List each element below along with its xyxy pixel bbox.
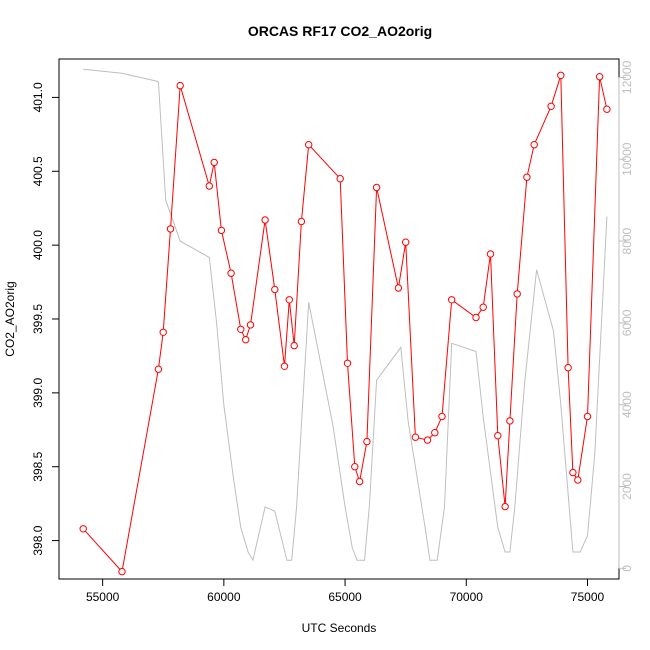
y2-tick-label: 4000 (620, 391, 634, 418)
series-1-point (423, 436, 432, 444)
series-1-point (159, 328, 167, 336)
series-1-point (411, 433, 420, 441)
series-1-point (448, 296, 456, 304)
series-1-point (574, 476, 582, 484)
y-tick-label: 399.0 (31, 378, 45, 408)
y-tick-label: 398.5 (31, 451, 45, 481)
series-1-point (523, 173, 531, 181)
series-1-point (305, 141, 313, 149)
series-1-point (336, 175, 344, 183)
x-tick-label: 55000 (86, 590, 120, 604)
series-1-point (217, 226, 226, 235)
series-1-point (118, 567, 126, 576)
series-1-point (297, 217, 306, 226)
series-1-point (501, 502, 509, 511)
series-1-point (472, 313, 480, 322)
series-1-point (530, 141, 538, 149)
series-2-layer (83, 68, 608, 562)
series-1-point (513, 290, 521, 298)
series-1-point (569, 468, 577, 477)
series-1-point (394, 284, 403, 292)
y2-tick-label: 0 (620, 565, 634, 572)
series-1-point (402, 238, 410, 246)
y-axis-label: CO2_AO2orig (3, 281, 17, 356)
series-1-point (285, 296, 293, 304)
series-1-point (355, 477, 364, 486)
series-1-point (438, 412, 446, 421)
y-tick-label: 398.0 (31, 525, 45, 555)
series-1-point (343, 359, 352, 367)
series-1-point (557, 71, 565, 80)
series-1-point (372, 183, 381, 192)
series-1-point (290, 341, 298, 350)
series-1-point (205, 182, 214, 190)
series-1-point (479, 303, 487, 311)
y-tick-label: 401.0 (31, 82, 45, 112)
series-1-point (363, 437, 371, 446)
x-tick-label: 75000 (571, 590, 605, 604)
series-1-point (486, 250, 495, 258)
series-1-point (166, 225, 175, 233)
series-1-point (595, 73, 604, 81)
y-axis: 398.0 398.5 399.0 399.5 400.0 400.5 401.0 (31, 82, 60, 556)
series-1-point (431, 429, 439, 437)
series-1-point (494, 432, 502, 440)
x-tick-label: 70000 (450, 590, 484, 604)
series-1-line (82, 75, 608, 573)
series-1-point (237, 325, 245, 333)
y-tick-label: 400.0 (31, 230, 45, 260)
y-tick-label: 400.5 (31, 156, 45, 186)
x-tick-label: 65000 (328, 590, 362, 604)
series-1-point (271, 285, 279, 294)
y2-tick-label: 6000 (620, 309, 634, 336)
series-1-point (176, 81, 184, 90)
series-1-point (506, 417, 514, 425)
x-axis: 55000 60000 65000 70000 75000 (86, 578, 605, 604)
series-1-point (280, 362, 289, 370)
series-1-point (154, 365, 163, 373)
chart-title: ORCAS RF17 CO2_AO2orig (248, 23, 432, 39)
series-1-point (246, 321, 255, 329)
y2-tick-label: 12000 (620, 60, 634, 94)
series-1-layer (79, 71, 611, 576)
y2-tick-label: 2000 (620, 473, 634, 500)
series-1-point (583, 412, 592, 421)
series-1-point (79, 525, 87, 533)
y2-axis: 0 2000 4000 6000 8000 10000 12000 (618, 60, 634, 572)
series-1-point (242, 336, 250, 344)
series-1-point (210, 158, 218, 167)
y2-tick-label: 10000 (620, 142, 634, 176)
y-tick-label: 399.5 (31, 304, 45, 334)
series-1-point (564, 364, 572, 372)
series-1-point (227, 269, 235, 277)
series-1-point (547, 102, 555, 111)
series-1-point (351, 463, 359, 471)
x-tick-label: 60000 (207, 590, 241, 604)
series-2-line (83, 68, 608, 562)
x-axis-label: UTC Seconds (302, 621, 377, 635)
series-1-point (603, 105, 611, 113)
y2-tick-label: 8000 (620, 227, 634, 254)
series-1-point (261, 216, 269, 224)
